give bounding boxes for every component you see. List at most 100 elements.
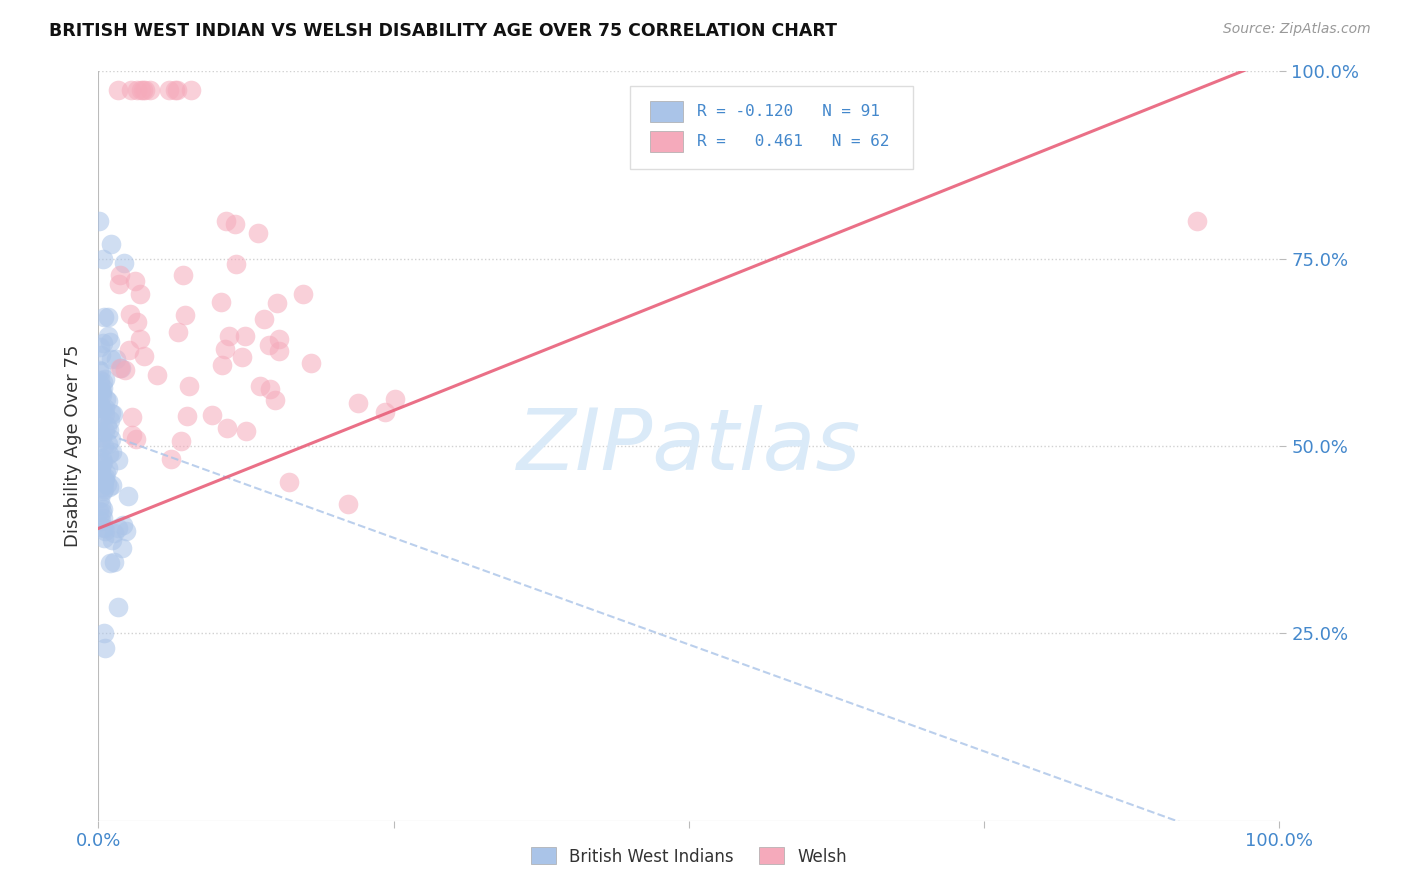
Point bbox=[105, 352, 128, 367]
Point bbox=[259, 382, 281, 396]
Y-axis label: Disability Age Over 75: Disability Age Over 75 bbox=[65, 344, 83, 548]
Point bbox=[89, 420, 111, 434]
Point bbox=[231, 350, 253, 364]
Point bbox=[98, 334, 121, 349]
Point bbox=[115, 524, 138, 538]
Point bbox=[87, 425, 110, 440]
Point bbox=[97, 310, 120, 324]
Point bbox=[93, 484, 115, 499]
Point bbox=[93, 474, 115, 488]
Point bbox=[107, 83, 129, 97]
Point bbox=[91, 457, 114, 471]
Point bbox=[131, 83, 153, 97]
Point bbox=[172, 268, 194, 283]
Point bbox=[100, 432, 122, 446]
Point bbox=[128, 332, 150, 346]
Text: ZIPatlas: ZIPatlas bbox=[517, 404, 860, 488]
Point bbox=[132, 349, 155, 363]
Point bbox=[91, 375, 114, 389]
Point bbox=[224, 217, 246, 231]
Point bbox=[90, 468, 112, 483]
Point bbox=[127, 316, 149, 330]
Point bbox=[91, 502, 114, 516]
Point bbox=[89, 376, 111, 391]
Point bbox=[125, 433, 148, 447]
Point bbox=[94, 470, 117, 484]
Point bbox=[93, 472, 115, 486]
Point bbox=[93, 524, 115, 538]
Point bbox=[218, 329, 240, 343]
Point bbox=[98, 447, 121, 461]
Point bbox=[215, 420, 238, 434]
Point bbox=[91, 335, 114, 350]
Point bbox=[167, 325, 190, 339]
Point bbox=[91, 510, 114, 524]
Point bbox=[121, 428, 143, 442]
Point bbox=[97, 460, 120, 475]
Point bbox=[93, 521, 115, 535]
Point bbox=[173, 308, 195, 322]
Point bbox=[112, 518, 135, 533]
Point bbox=[87, 362, 110, 376]
Point bbox=[100, 406, 122, 420]
Point bbox=[107, 521, 129, 535]
Point bbox=[201, 408, 224, 422]
Point bbox=[120, 83, 142, 97]
Point bbox=[166, 83, 188, 97]
Point bbox=[98, 413, 121, 427]
Point bbox=[118, 343, 141, 358]
Point bbox=[110, 361, 132, 376]
Point bbox=[139, 83, 162, 97]
Point bbox=[225, 257, 247, 271]
Point bbox=[209, 295, 232, 310]
Point bbox=[90, 347, 112, 361]
Point bbox=[100, 445, 122, 459]
Point bbox=[107, 453, 129, 467]
Point bbox=[124, 274, 146, 288]
Point bbox=[90, 384, 112, 398]
Point bbox=[93, 310, 115, 325]
Point bbox=[125, 83, 148, 97]
Point bbox=[90, 400, 112, 414]
Point bbox=[112, 256, 135, 270]
Point bbox=[93, 482, 115, 496]
Legend: British West Indians, Welsh: British West Indians, Welsh bbox=[524, 841, 853, 872]
Text: BRITISH WEST INDIAN VS WELSH DISABILITY AGE OVER 75 CORRELATION CHART: BRITISH WEST INDIAN VS WELSH DISABILITY … bbox=[49, 22, 837, 40]
Point bbox=[266, 296, 288, 310]
Point bbox=[96, 477, 118, 491]
Text: R =   0.461   N = 62: R = 0.461 N = 62 bbox=[697, 134, 890, 149]
Point bbox=[94, 466, 117, 480]
Point bbox=[259, 337, 281, 351]
Point bbox=[215, 214, 238, 228]
Point bbox=[94, 641, 117, 656]
Point bbox=[170, 434, 193, 449]
Point bbox=[277, 475, 299, 489]
Point bbox=[101, 533, 124, 547]
Point bbox=[100, 478, 122, 492]
Point bbox=[91, 385, 114, 400]
Point bbox=[179, 378, 201, 392]
Point bbox=[94, 392, 117, 406]
Point bbox=[103, 556, 125, 570]
Point bbox=[89, 340, 111, 354]
Point bbox=[211, 358, 233, 372]
Point bbox=[91, 252, 114, 266]
Point bbox=[87, 504, 110, 518]
Point bbox=[93, 439, 115, 453]
Point bbox=[93, 626, 115, 640]
Point bbox=[90, 364, 112, 378]
Text: R = -0.120   N = 91: R = -0.120 N = 91 bbox=[697, 103, 880, 119]
Point bbox=[97, 393, 120, 408]
Point bbox=[263, 392, 285, 407]
Point bbox=[267, 332, 290, 346]
Point bbox=[337, 497, 360, 511]
Point bbox=[90, 514, 112, 528]
Point bbox=[134, 83, 156, 97]
Point bbox=[97, 423, 120, 437]
Point bbox=[89, 373, 111, 387]
Point bbox=[110, 361, 132, 376]
Point bbox=[118, 307, 141, 321]
Point bbox=[374, 405, 396, 419]
Point bbox=[114, 362, 136, 376]
Point bbox=[91, 388, 114, 402]
